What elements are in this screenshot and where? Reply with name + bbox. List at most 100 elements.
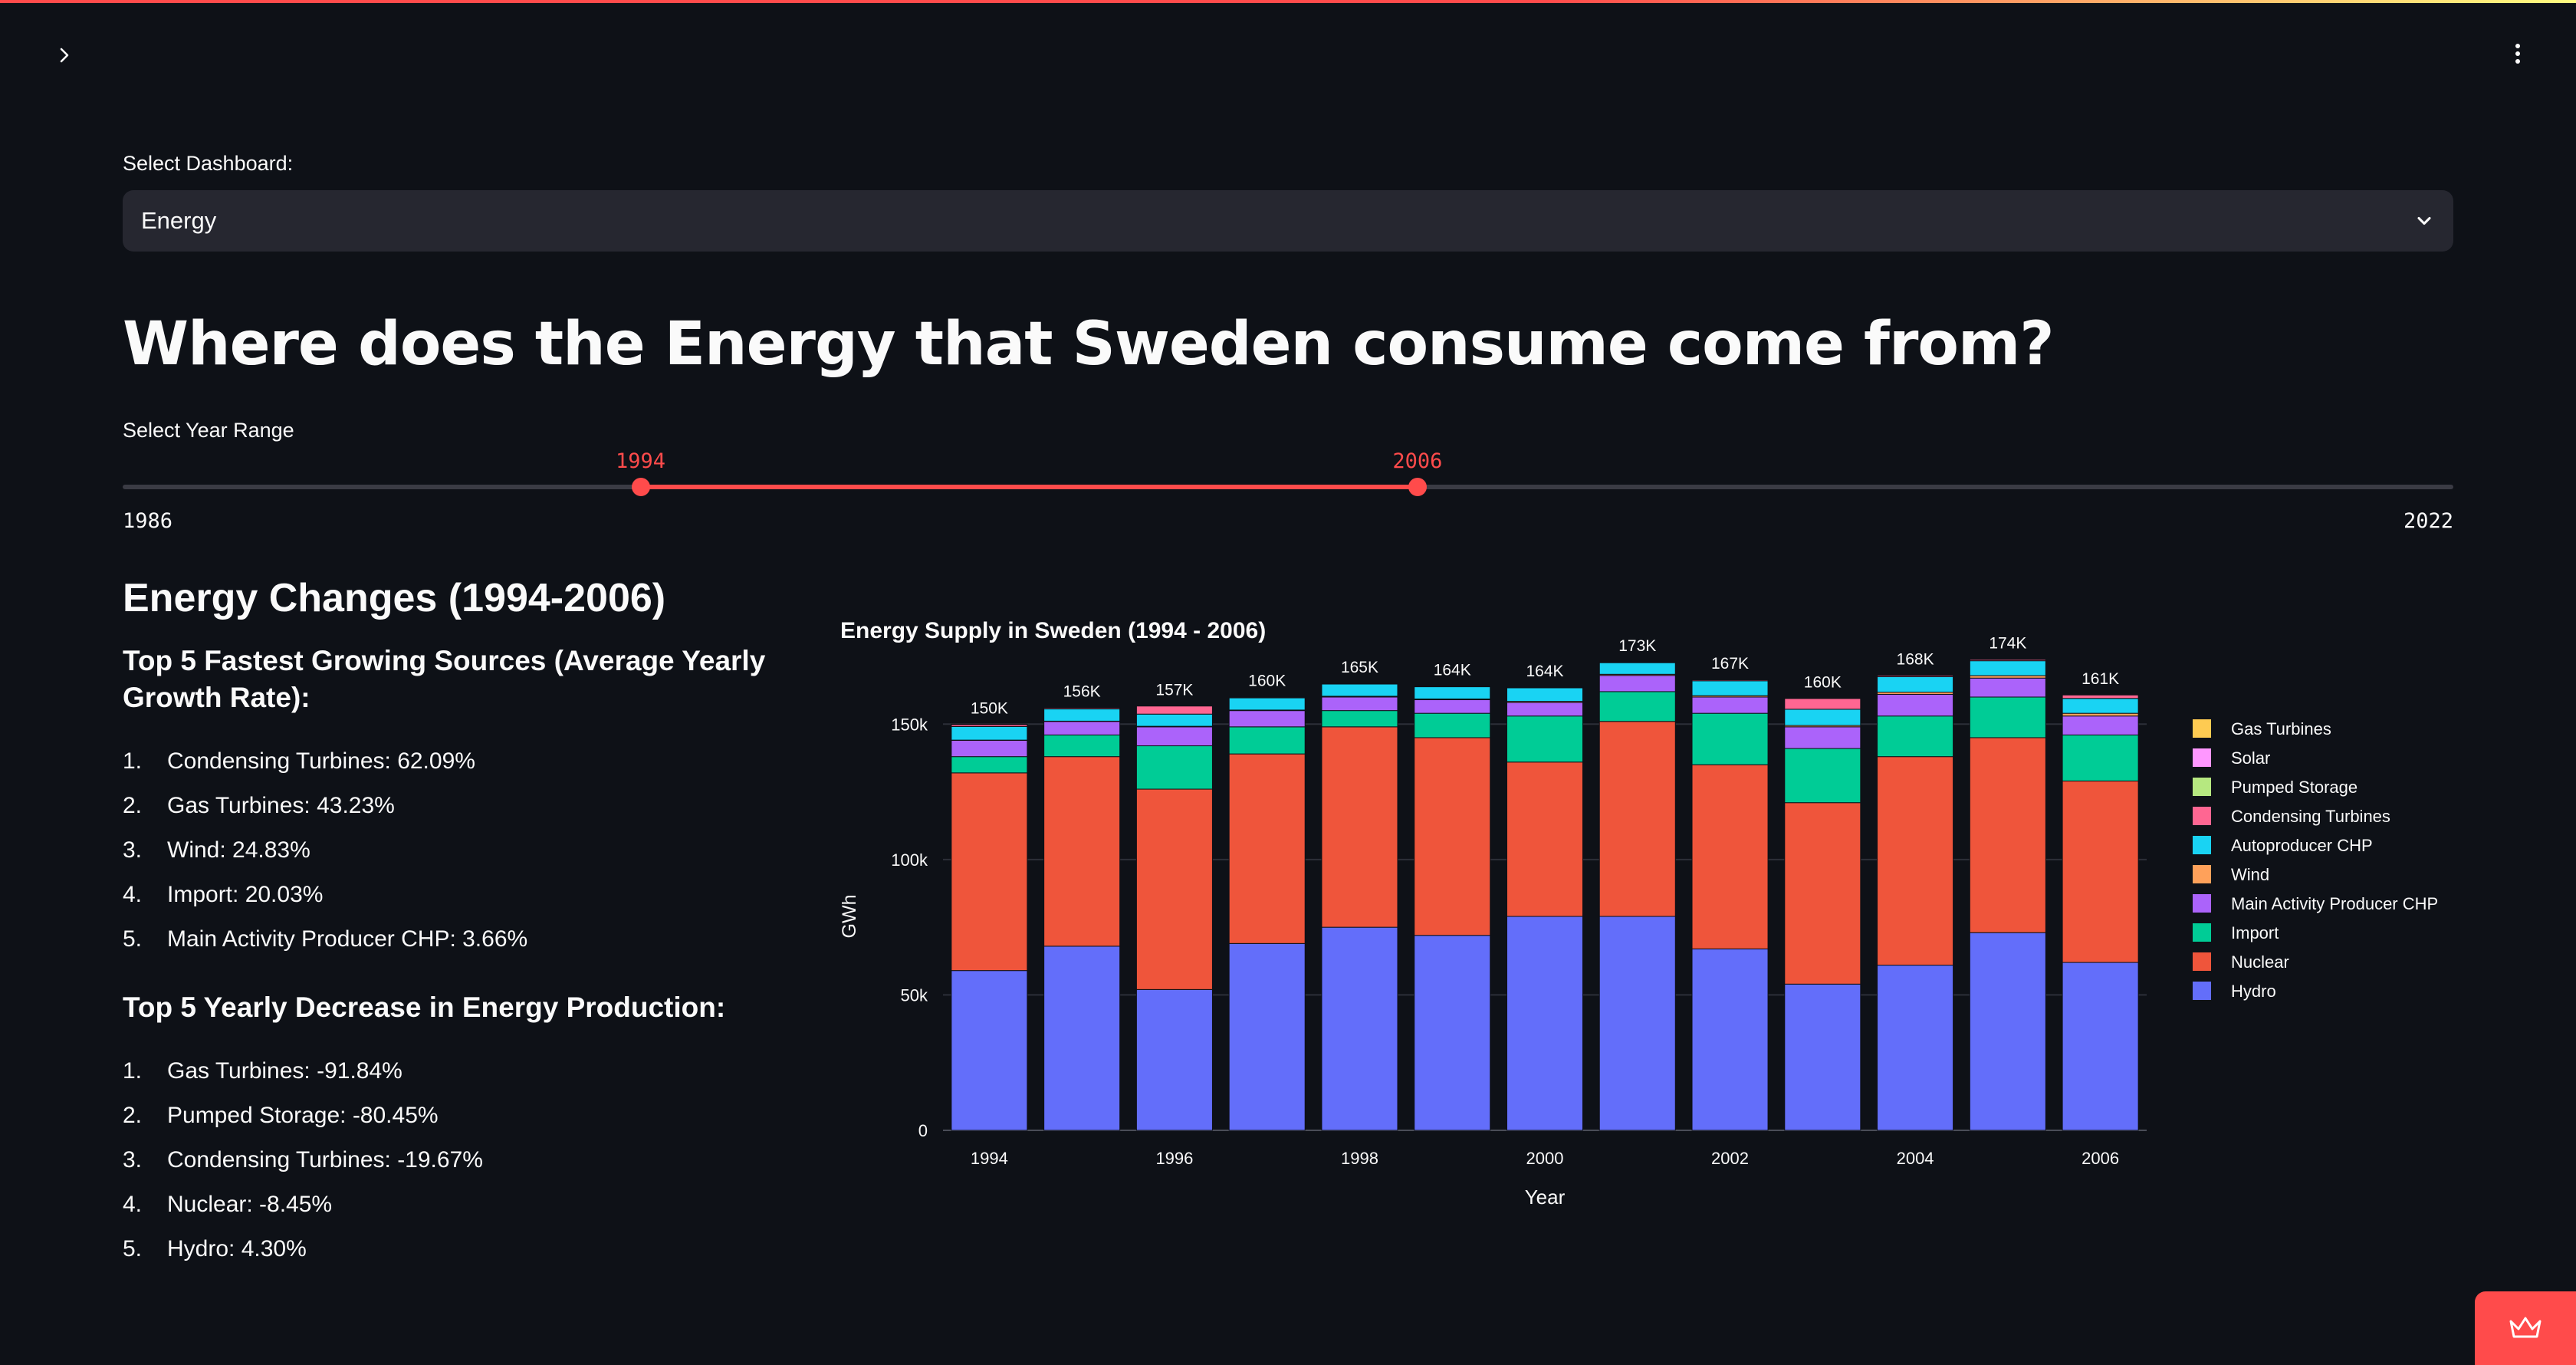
bar-segment[interactable] [1691,696,1769,714]
bar-segment[interactable] [1414,686,1491,699]
bar-segment[interactable] [1877,693,1954,717]
bar-segment[interactable] [1228,710,1306,728]
legend-label[interactable]: Main Activity Producer CHP [2231,894,2438,913]
bar-segment[interactable] [1969,660,2046,676]
bar-segment[interactable] [1321,683,1398,697]
bar-segment[interactable] [1135,713,1213,727]
legend-label[interactable]: Gas Turbines [2231,719,2331,738]
legend-swatch[interactable] [2193,982,2211,1000]
legend-label[interactable]: Import [2231,923,2279,942]
bar-segment[interactable] [1969,932,2046,1131]
bar-segment[interactable] [1598,721,1676,917]
bar-segment[interactable] [1043,756,1121,947]
legend-label[interactable]: Hydro [2231,982,2276,1001]
bar-segment[interactable] [1877,715,1954,758]
bar-segment[interactable] [1321,726,1398,928]
bar-segment[interactable] [1691,712,1769,765]
energy-supply-chart-svg[interactable]: Energy Supply in Sweden (1994 - 2006) 0 50… [836,610,2484,1224]
bar-segment[interactable] [1506,715,1584,763]
bar-segment[interactable] [1598,916,1676,1131]
bar-segment[interactable] [1877,756,1954,966]
bar-segment[interactable] [1414,737,1491,936]
bar-segment[interactable] [1135,745,1213,790]
bar-segment[interactable] [2062,698,2139,714]
legend-swatch[interactable] [2193,719,2211,738]
bar-segment[interactable] [1691,680,1769,696]
bar-segment[interactable] [951,725,1028,741]
legend-label[interactable]: Condensing Turbines [2231,807,2390,826]
bar-segment[interactable] [2062,962,2139,1131]
legend-swatch[interactable] [2193,807,2211,825]
bar-segment[interactable] [1506,916,1584,1131]
bar-segment[interactable] [1321,696,1398,712]
bar-segment[interactable] [1691,764,1769,949]
bar-segment[interactable] [2062,780,2139,963]
dashboard-select[interactable]: Energy [123,190,2453,252]
bar-segment[interactable] [1228,942,1306,1131]
bar-segment[interactable] [951,772,1028,972]
bar-segment[interactable] [1598,662,1676,675]
bar-segment[interactable] [1877,676,1954,693]
bar-segment[interactable] [1135,726,1213,747]
bar-segment[interactable] [2062,694,2139,699]
x-tick-label: 2000 [1526,1149,1564,1168]
growth-item-number: 2. [123,793,143,819]
bar-segment[interactable] [1135,988,1213,1131]
bar-segment[interactable] [1969,737,2046,933]
legend-label[interactable]: Pumped Storage [2231,778,2358,797]
bar-segment[interactable] [1043,721,1121,735]
bar-segment[interactable] [1784,983,1861,1131]
legend-swatch[interactable] [2193,894,2211,913]
bar-segment[interactable] [1414,712,1491,738]
bar-segment[interactable] [1321,926,1398,1131]
sidebar-toggle-button[interactable] [49,40,80,71]
bar-segment[interactable] [1784,748,1861,804]
bar-segment[interactable] [1228,697,1306,711]
bar-segment[interactable] [1414,699,1491,714]
bar-segment[interactable] [1135,788,1213,990]
bar-segment[interactable] [1784,698,1861,710]
bar-segment[interactable] [2062,734,2139,781]
bar-segment[interactable] [1877,965,1954,1131]
legend-swatch[interactable] [2193,836,2211,854]
bar-segment[interactable] [1506,702,1584,717]
bar-segment[interactable] [1598,691,1676,722]
bar-segment[interactable] [2062,712,2139,717]
bar-segment[interactable] [1598,675,1676,692]
bar-segment[interactable] [1043,946,1121,1131]
bar-segment[interactable] [1506,687,1584,702]
legend-swatch[interactable] [2193,865,2211,883]
bar-segment[interactable] [1784,726,1861,749]
energy-supply-chart[interactable]: Energy Supply in Sweden (1994 - 2006) 0 50… [836,610,2484,1224]
legend-swatch[interactable] [2193,923,2211,942]
bar-segment[interactable] [1228,753,1306,944]
bar-segment[interactable] [1969,696,2046,738]
streamlit-badge-button[interactable] [2475,1291,2576,1365]
bar-segment[interactable] [1228,726,1306,755]
legend-label[interactable]: Nuclear [2231,952,2289,972]
legend-swatch[interactable] [2193,748,2211,767]
legend-label[interactable]: Autoproducer CHP [2231,836,2373,855]
bar-segment[interactable] [1043,734,1121,758]
bar-segment[interactable] [1691,948,1769,1131]
bar-segment[interactable] [951,756,1028,774]
main-menu-button[interactable] [2502,38,2533,69]
year-range-end-handle[interactable] [1408,478,1427,496]
legend-label[interactable]: Wind [2231,865,2269,884]
bar-segment[interactable] [1135,706,1213,715]
bar-segment[interactable] [1784,709,1861,726]
decrease-item: 3. Condensing Turbines: -19.67% [123,1138,782,1182]
legend-label[interactable]: Solar [2231,748,2270,768]
bar-segment[interactable] [1784,802,1861,985]
bar-segment[interactable] [951,970,1028,1131]
bar-segment[interactable] [951,739,1028,758]
legend-swatch[interactable] [2193,778,2211,796]
bar-segment[interactable] [1043,709,1121,722]
bar-segment[interactable] [1506,761,1584,917]
bar-segment[interactable] [2062,715,2139,735]
bar-segment[interactable] [1321,710,1398,728]
legend-swatch[interactable] [2193,952,2211,971]
bar-segment[interactable] [1414,935,1491,1131]
year-range-start-handle[interactable] [631,478,650,496]
bar-segment[interactable] [1969,677,2046,698]
